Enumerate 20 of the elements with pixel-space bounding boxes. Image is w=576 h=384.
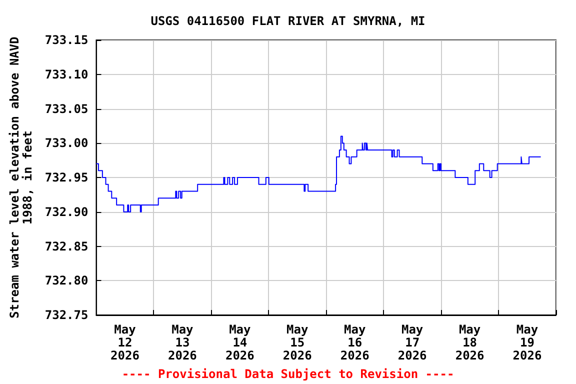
y-tick-label: 732.95 — [44, 170, 88, 184]
chart-title: USGS 04116500 FLAT RIVER AT SMYRNA, MI — [150, 14, 426, 28]
y-axis-title: Stream water level elevation above NAVD 1988, in feet — [8, 36, 34, 318]
x-tick-label: May 18 2026 — [455, 322, 484, 362]
y-tick-label: 732.90 — [44, 204, 88, 219]
x-tick-label: May 14 2026 — [225, 322, 254, 362]
y-tick-label: 733.05 — [44, 102, 88, 116]
x-tick-label: May 13 2026 — [168, 322, 197, 362]
x-tick-label: May 16 2026 — [340, 322, 370, 362]
text: ---- Provisional Data Subject to Revision ---- — [122, 367, 454, 381]
x-tick-label: May 12 2026 — [110, 322, 140, 362]
x-tick-label: May 19 2026 — [512, 322, 542, 362]
x-tick-label: May 15 2026 — [282, 322, 312, 362]
x-tick-label: May 17 2026 — [398, 322, 427, 362]
y-tick-label: 732.80 — [44, 274, 88, 288]
y-tick-label: 733.15 — [44, 33, 88, 47]
y-tick-label: 732.85 — [44, 239, 88, 254]
y-tick-label: 733.00 — [44, 136, 88, 150]
y-tick-label: 733.10 — [44, 67, 88, 82]
y-tick-label: 732.75 — [44, 308, 88, 322]
